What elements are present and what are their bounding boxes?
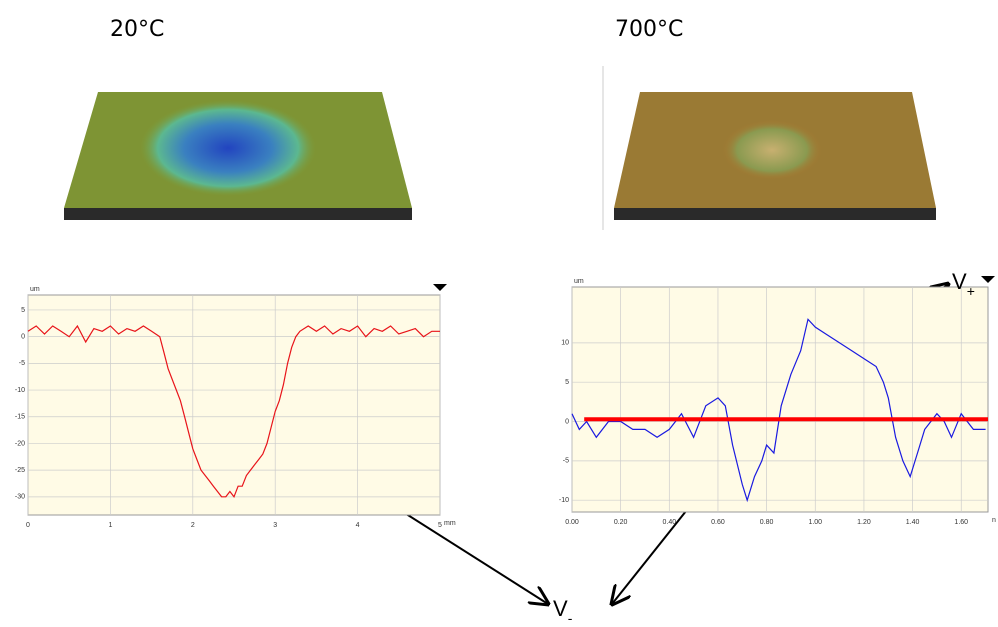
x-tick-label: 0.60 [711, 519, 725, 526]
y-tick-label: -10 [559, 497, 569, 504]
profile-line [27, 324, 440, 499]
y-tick-label: 5 [21, 307, 25, 314]
y-tick-label: -5 [19, 360, 25, 367]
surface-image-left [64, 92, 412, 220]
annotation-base: V [553, 596, 568, 621]
x-tick-label: 1 [108, 522, 112, 529]
y-tick-label: 0 [565, 418, 569, 425]
plot-area [27, 294, 441, 516]
x-tick-label: 0.40 [662, 519, 676, 526]
x-tick-label: 4 [356, 522, 360, 529]
x-tick-label: 0.20 [614, 519, 628, 526]
x-tick-label: 0.80 [760, 519, 774, 526]
x-tick-label: 5 [438, 522, 442, 529]
x-tick-label: 1.00 [808, 519, 822, 526]
y-tick-label: -20 [15, 440, 25, 447]
chart-title: 20°C [110, 17, 164, 42]
x-tick-label: 1.40 [906, 519, 920, 526]
annotation: V+ [952, 269, 975, 299]
plot-area [571, 286, 989, 513]
y-axis-unit: um [30, 286, 40, 293]
marker-triangle [433, 284, 447, 291]
y-axis-unit: um [574, 278, 584, 285]
y-tick-label: 0 [21, 333, 25, 340]
x-tick-label: 1.20 [857, 519, 871, 526]
y-tick-label: -10 [15, 387, 25, 394]
annotation-base: V [952, 269, 967, 294]
annotation-subscript: + [967, 283, 975, 299]
x-tick-label: 0 [26, 522, 30, 529]
chart-title: 700°C [615, 17, 683, 42]
x-tick-label: 0.00 [565, 519, 579, 526]
x-axis-unit: n [992, 517, 996, 524]
x-axis-unit: mm [444, 520, 456, 527]
y-tick-label: -25 [15, 467, 25, 474]
y-tick-label: -30 [15, 494, 25, 501]
y-tick-label: -5 [563, 458, 569, 465]
profile-line [571, 318, 986, 503]
marker-triangle [981, 276, 995, 283]
y-tick-label: 5 [565, 379, 569, 386]
x-tick-label: 1.60 [954, 519, 968, 526]
x-tick-label: 2 [191, 522, 195, 529]
annotation-subscript: - [568, 610, 573, 622]
annotation: V- [553, 596, 573, 622]
y-tick-label: 10 [561, 340, 569, 347]
y-tick-label: -15 [15, 414, 25, 421]
surface-image-right [614, 92, 936, 220]
x-tick-label: 3 [273, 522, 277, 529]
